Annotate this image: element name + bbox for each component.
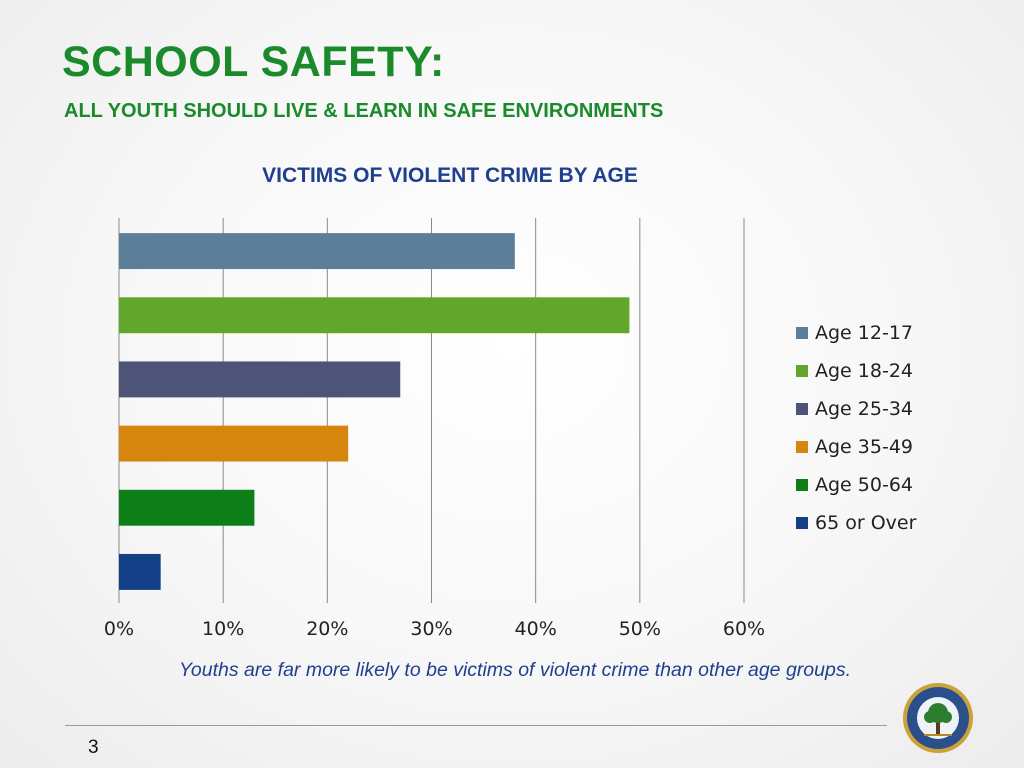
slide-subtitle: ALL YOUTH SHOULD LIVE & LEARN IN SAFE EN… <box>64 100 664 122</box>
legend-swatch <box>796 365 808 377</box>
legend-item: Age 25-34 <box>796 390 916 428</box>
bar-age-25-34 <box>119 361 401 398</box>
footer-divider <box>65 725 887 726</box>
page-number: 3 <box>88 737 99 758</box>
x-tick-label: 50% <box>619 618 661 640</box>
slide-caption: Youths are far more likely to be victims… <box>179 659 851 681</box>
legend-label: 65 or Over <box>815 512 917 534</box>
legend-item: Age 35-49 <box>796 428 916 466</box>
bar-age-35-49 <box>119 425 349 462</box>
legend-label: Age 12-17 <box>815 322 913 344</box>
chart-title: VICTIMS OF VIOLENT CRIME BY AGE <box>262 164 638 187</box>
chart-legend: Age 12-17 Age 18-24 Age 25-34 Age 35-49 Age … <box>796 314 916 542</box>
legend-item: Age 12-17 <box>796 314 916 352</box>
legend-item: 65 or Over <box>796 504 916 542</box>
slide-title: SCHOOL SAFETY: <box>62 38 445 86</box>
x-tick-label: 0% <box>104 618 134 640</box>
bar-age-18-24 <box>119 297 630 334</box>
legend-item: Age 18-24 <box>796 352 916 390</box>
bar-age-12-17 <box>119 233 515 270</box>
legend-label: Age 35-49 <box>815 436 913 458</box>
x-tick-label: 30% <box>410 618 452 640</box>
legend-label: Age 25-34 <box>815 398 913 420</box>
legend-label: Age 50-64 <box>815 474 913 496</box>
department-of-education-seal-logo <box>903 683 973 753</box>
legend-swatch <box>796 441 808 453</box>
legend-label: Age 18-24 <box>815 360 913 382</box>
x-tick-label: 10% <box>202 618 244 640</box>
x-tick-label: 40% <box>515 618 557 640</box>
bar-65-or-over <box>119 553 161 590</box>
x-tick-label: 60% <box>723 618 765 640</box>
legend-swatch <box>796 479 808 491</box>
bar-age-50-64 <box>119 489 255 526</box>
x-tick-label: 20% <box>306 618 348 640</box>
legend-swatch <box>796 327 808 339</box>
legend-item: Age 50-64 <box>796 466 916 504</box>
legend-swatch <box>796 517 808 529</box>
legend-swatch <box>796 403 808 415</box>
